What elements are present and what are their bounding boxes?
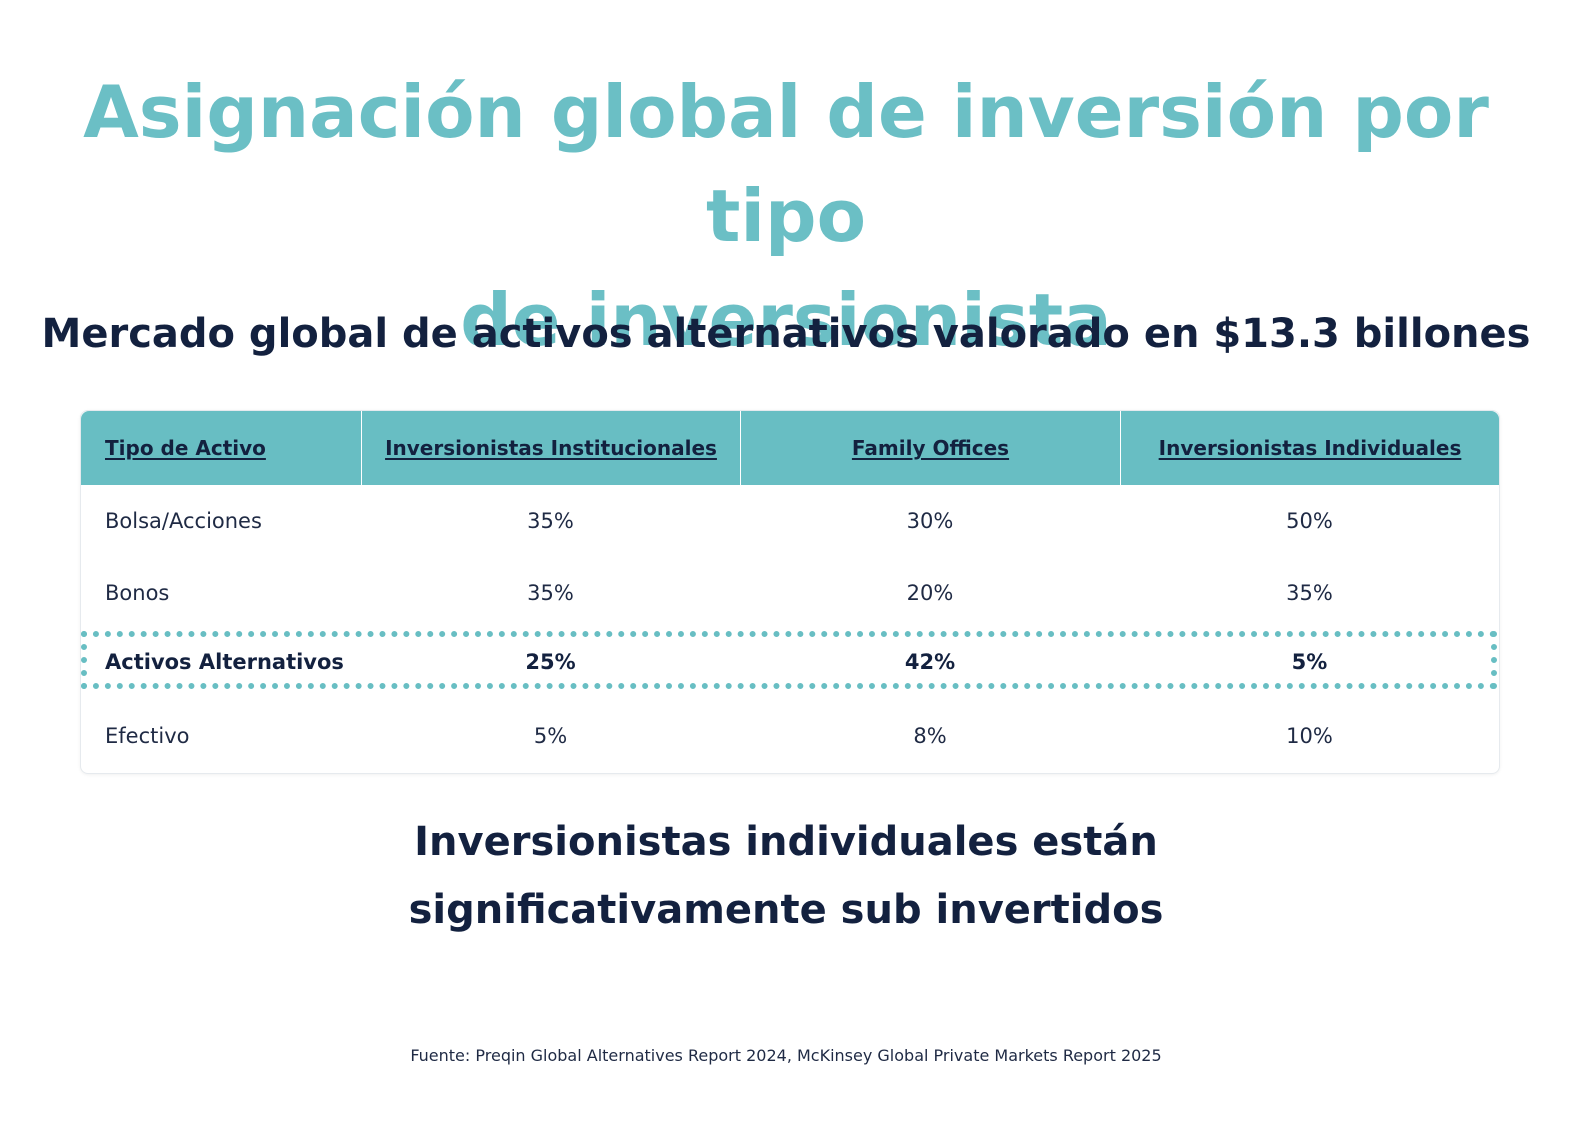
table-header-row: Tipo de Activo Inversionistas Institucio… [81, 411, 1499, 485]
cell-value: 35% [527, 581, 574, 605]
cell-value: 50% [1286, 509, 1333, 533]
cell-value: 5% [533, 724, 568, 748]
cell-value: 5% [1291, 650, 1328, 674]
cell-value: 20% [906, 581, 954, 605]
cell-value: 8% [913, 724, 947, 748]
header-cell-individual: Inversionistas Individuales [1120, 411, 1499, 485]
title-line-1: Asignación global de inversión por tipo [83, 70, 1489, 258]
header-cell-family-offices: Family Offices [740, 411, 1120, 485]
cell-value: 30% [906, 509, 954, 533]
highlight-dotted-border [81, 631, 1497, 689]
cell-value: 35% [1286, 581, 1333, 605]
conclusion-line-2: significativamente sub invertidos [408, 887, 1164, 933]
header-cell-institutional: Inversionistas Institucionales [361, 411, 740, 485]
header-cell-asset-type: Tipo de Activo [105, 436, 266, 460]
table-row: Bolsa/Acciones 35% 30% 50% [81, 485, 1499, 557]
conclusion-line-1: Inversionistas individuales están [414, 819, 1158, 865]
cell-value: 10% [1286, 724, 1333, 748]
page-title: Asignación global de inversión por tipo … [0, 60, 1572, 372]
table-row: Efectivo 5% 8% 10% [81, 699, 1499, 773]
cell-value: 35% [527, 509, 574, 533]
allocation-table: Tipo de Activo Inversionistas Institucio… [80, 410, 1500, 774]
table-row-highlighted: Activos Alternativos 25% 42% 5% [81, 633, 1499, 691]
subtitle: Mercado global de activos alternativos v… [41, 311, 1531, 357]
source-note: Fuente: Preqin Global Alternatives Repor… [410, 1046, 1162, 1065]
conclusion-text: Inversionistas individuales están signif… [0, 808, 1572, 944]
row-label: Efectivo [105, 724, 190, 748]
row-label: Bonos [105, 581, 170, 605]
cell-value: 25% [525, 650, 576, 674]
row-label: Activos Alternativos [105, 650, 344, 674]
cell-value: 42% [904, 650, 956, 674]
row-label: Bolsa/Acciones [105, 509, 262, 533]
title-line-2: de inversionista [460, 278, 1112, 362]
table-row: Bonos 35% 20% 35% [81, 557, 1499, 629]
